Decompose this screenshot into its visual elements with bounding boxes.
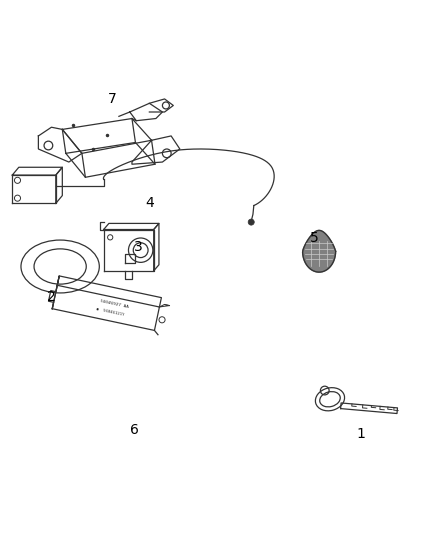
Circle shape	[248, 219, 254, 225]
Polygon shape	[303, 230, 336, 272]
Text: 1: 1	[356, 427, 365, 441]
Text: 2: 2	[47, 290, 56, 304]
Text: 56046927 AA: 56046927 AA	[100, 300, 129, 309]
Text: 6: 6	[130, 423, 138, 437]
Text: 3: 3	[134, 240, 143, 254]
Text: ●  56046121Y: ● 56046121Y	[96, 308, 124, 317]
Text: 4: 4	[145, 196, 154, 211]
Text: 5: 5	[311, 231, 319, 245]
Text: 7: 7	[108, 92, 117, 106]
